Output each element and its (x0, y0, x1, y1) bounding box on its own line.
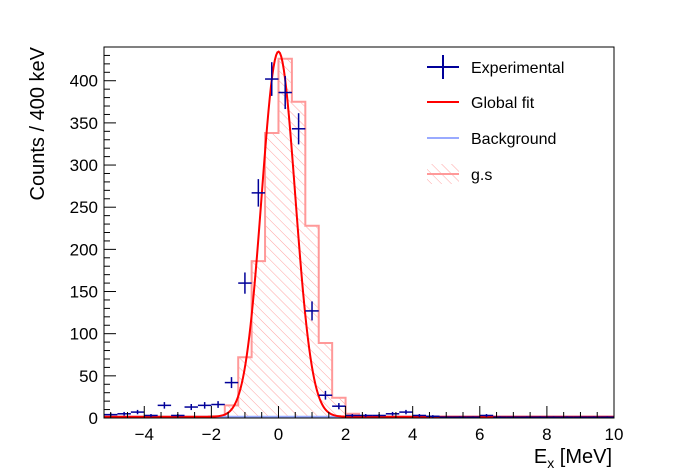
global-fit-path (104, 50, 614, 418)
legend-label-background: Background (471, 131, 556, 148)
experimental-point (184, 404, 198, 411)
y-tick-label: 200 (70, 240, 98, 259)
legend-entry-gs: g.s (427, 164, 492, 184)
x-tick-label: 6 (475, 425, 484, 444)
y-axis: 0 50 100 150 200 250 300 350 400 (70, 46, 116, 428)
experimental-point (265, 62, 279, 96)
experimental-point (305, 301, 319, 321)
y-axis-title: Counts / 400 keV (27, 46, 49, 200)
legend-label-experimental: Experimental (471, 60, 564, 77)
experimental-point (385, 411, 400, 416)
y-tick-label: 150 (70, 283, 98, 302)
x-axis-title-main: E (534, 446, 547, 468)
x-axis: −4 −2 0 2 4 6 8 10 (110, 406, 624, 444)
experimental-point (278, 76, 292, 110)
experimental-point (238, 272, 252, 294)
gs-histogram-fill (104, 58, 614, 418)
x-axis-title-unit: [MeV] (554, 446, 612, 468)
legend-label-global-fit: Global fit (471, 95, 535, 112)
x-tick-label: −4 (135, 425, 154, 444)
y-tick-label: 50 (79, 367, 98, 386)
gs-histogram (104, 57, 614, 418)
legend: Experimental Global fit Background g.s (427, 55, 564, 184)
experimental-point (345, 414, 359, 417)
x-tick-label: −2 (202, 425, 221, 444)
x-tick-label: 2 (341, 425, 350, 444)
experimental-point (412, 414, 427, 417)
x-tick-label: 10 (605, 425, 624, 444)
legend-entry-background: Background (427, 131, 556, 148)
global-fit-curve (104, 50, 614, 418)
legend-entry-experimental: Experimental (427, 55, 564, 79)
y-tick-label: 400 (70, 72, 98, 91)
x-tick-label: 8 (542, 425, 551, 444)
experimental-point (479, 414, 494, 417)
experimental-point (144, 414, 158, 417)
experimental-point (332, 403, 346, 410)
experimental-point (291, 113, 306, 145)
y-tick-label: 250 (70, 198, 98, 217)
x-axis-title: Ex [MeV] (534, 446, 612, 471)
experimental-point (318, 390, 333, 400)
experimental-point (399, 409, 413, 415)
legend-entry-global-fit: Global fit (427, 95, 535, 112)
plot-frame (103, 46, 615, 419)
experimental-point (117, 411, 131, 416)
gs-histogram-outline (104, 57, 614, 418)
y-tick-label: 0 (89, 409, 98, 428)
legend-label-gs: g.s (471, 167, 492, 184)
experimental-point (197, 402, 212, 409)
x-tick-label: 0 (274, 425, 283, 444)
y-tick-label: 100 (70, 325, 98, 344)
experimental-point (224, 377, 239, 389)
experimental-point (130, 409, 145, 415)
experimental-points (104, 62, 614, 418)
x-tick-label: 4 (408, 425, 417, 444)
y-tick-label: 300 (70, 156, 98, 175)
experimental-point (157, 402, 172, 409)
experimental-point (211, 401, 225, 408)
y-tick-label: 350 (70, 114, 98, 133)
x-axis-title-subscript: x (547, 455, 554, 471)
experimental-point (359, 414, 373, 417)
experimental-point (251, 179, 266, 207)
experimental-point (426, 415, 440, 418)
